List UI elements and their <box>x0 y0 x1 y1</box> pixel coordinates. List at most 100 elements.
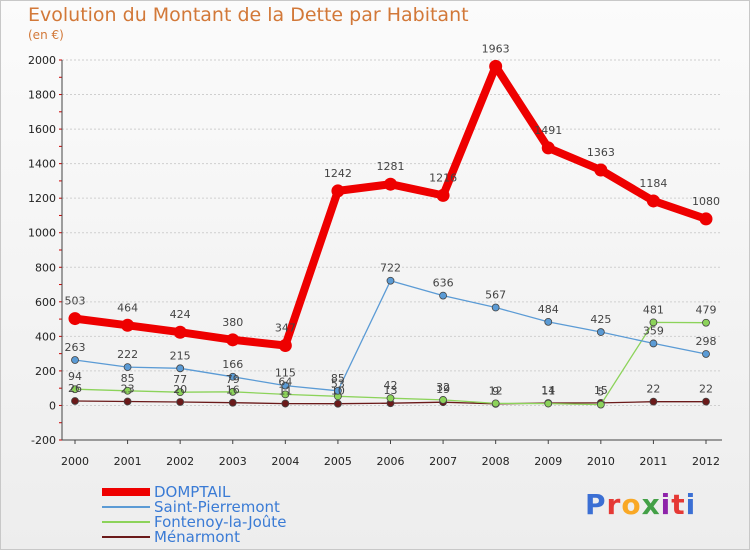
data-label: 1963 <box>482 42 510 55</box>
series-0-point <box>646 194 660 208</box>
data-label: 1080 <box>692 195 720 208</box>
series-1-point <box>544 317 553 326</box>
legend-label: Ménarmont <box>154 528 240 546</box>
series-1-point <box>228 372 237 381</box>
series-2-point <box>649 318 658 327</box>
series-1-point <box>281 381 290 390</box>
series-1-point <box>386 276 395 285</box>
data-label: 1242 <box>324 167 352 180</box>
series-line-0 <box>71 62 710 350</box>
series-0-point <box>541 141 555 155</box>
y-tick-label: 1200 <box>28 192 56 205</box>
chart-title: Evolution du Montant de la Dette par Hab… <box>28 4 469 26</box>
data-label: 53 <box>331 377 345 390</box>
data-label: 484 <box>538 303 559 316</box>
data-label: 503 <box>65 295 86 308</box>
series-3-point <box>649 397 658 406</box>
chart-subtitle: (en €) <box>28 28 64 42</box>
logo-letter: P <box>585 488 607 521</box>
data-label: 380 <box>222 316 243 329</box>
series-1-point <box>702 350 710 358</box>
series-3-point <box>176 398 185 406</box>
series-1-point <box>176 364 185 373</box>
data-label: 26 <box>68 382 82 395</box>
series-1-point <box>596 328 605 336</box>
data-label: 263 <box>65 341 86 354</box>
series-2-point <box>71 385 79 394</box>
series-2-point <box>596 400 605 409</box>
series-0-point <box>173 325 187 339</box>
x-tick-label: 2000 <box>61 455 89 468</box>
logo-letter: i <box>685 488 697 521</box>
series-2-point <box>281 390 290 399</box>
y-tick-label: 0 <box>49 399 56 412</box>
x-tick-label: 2006 <box>377 455 405 468</box>
series-1-point <box>649 339 658 348</box>
data-label: 20 <box>173 383 187 396</box>
data-label: 14 <box>541 384 555 397</box>
data-label: 11 <box>541 385 555 398</box>
y-tick-label: 800 <box>35 261 56 274</box>
data-label: 12 <box>489 384 503 397</box>
data-label: 22 <box>646 383 660 396</box>
data-label: 464 <box>117 301 138 314</box>
data-label: 298 <box>696 335 717 348</box>
y-tick-label: 2000 <box>28 54 56 67</box>
data-label: 479 <box>696 304 717 317</box>
series-3-point <box>71 397 79 405</box>
series-1-point <box>334 386 342 395</box>
data-label: 85 <box>331 372 345 385</box>
data-label: 64 <box>278 375 292 388</box>
series-2-point <box>544 399 553 408</box>
data-label: 16 <box>226 384 240 397</box>
data-label: 359 <box>643 324 664 337</box>
series-0-point <box>278 339 292 353</box>
legend-label: Saint-Pierremont <box>154 498 280 516</box>
x-tick-label: 2004 <box>271 455 299 468</box>
data-label: 32 <box>436 381 450 394</box>
data-label: 1184 <box>639 177 667 190</box>
series-0-point <box>226 333 240 347</box>
data-label: 22 <box>699 383 713 396</box>
x-tick-label: 2008 <box>482 455 510 468</box>
data-label: 1363 <box>587 146 615 159</box>
series-3-point <box>334 399 342 408</box>
data-label: 115 <box>275 367 296 380</box>
data-label: 1216 <box>429 171 457 184</box>
series-0-point <box>699 212 713 226</box>
series-0-point <box>121 318 135 332</box>
data-label: 215 <box>170 349 191 362</box>
data-label: 42 <box>384 379 398 392</box>
y-tick-label: 1800 <box>28 89 56 102</box>
data-label: 85 <box>121 372 135 385</box>
y-tick-label: 600 <box>35 296 56 309</box>
series-3-point <box>228 398 237 407</box>
y-tick-label: 1000 <box>28 227 56 240</box>
logo-letter: x <box>641 488 661 521</box>
data-label: 15 <box>594 384 608 397</box>
series-1-point <box>491 303 500 312</box>
y-tick-label: 200 <box>35 365 56 378</box>
series-0-point <box>68 312 82 326</box>
x-tick-label: 2005 <box>324 455 352 468</box>
series-2-point <box>439 396 447 404</box>
series-0-point <box>594 163 608 177</box>
data-label: 222 <box>117 348 138 361</box>
x-tick-label: 2011 <box>639 455 667 468</box>
x-tick-label: 2009 <box>534 455 562 468</box>
series-2-point <box>123 386 132 395</box>
logo-letter: t <box>671 488 686 521</box>
series-0-point <box>436 188 450 202</box>
series-2-point <box>491 399 500 408</box>
x-tick-label: 2007 <box>429 455 457 468</box>
data-label: 13 <box>384 384 398 397</box>
series-2-point <box>702 318 710 327</box>
data-label: 1281 <box>377 160 405 173</box>
data-label: 722 <box>380 262 401 275</box>
logo-letter: i <box>660 488 672 521</box>
data-label: 636 <box>433 277 454 290</box>
series-3-point <box>281 399 290 408</box>
data-label: 79 <box>226 373 240 386</box>
